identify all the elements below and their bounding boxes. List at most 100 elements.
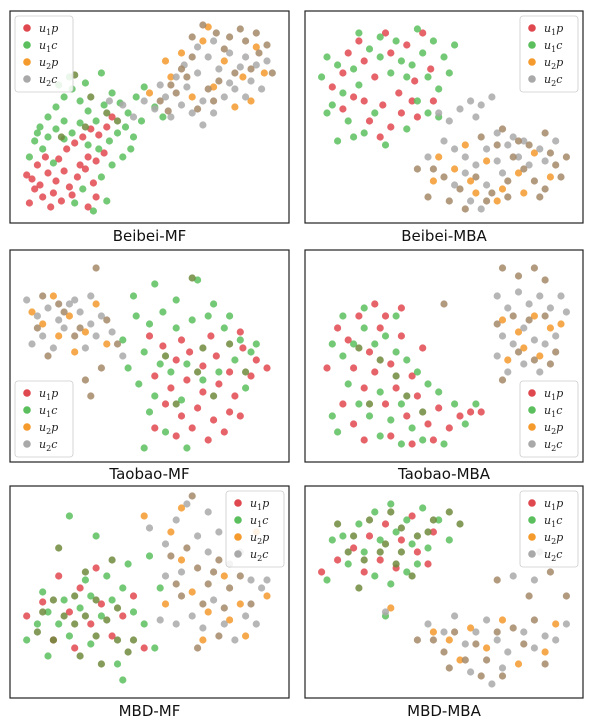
point-series-4 xyxy=(483,197,491,205)
point-u1c xyxy=(44,113,52,121)
point-u2c xyxy=(204,53,212,61)
point-u1c xyxy=(204,312,212,320)
point-u1c xyxy=(103,572,111,580)
point-u1p xyxy=(424,560,432,568)
point-u1c xyxy=(113,129,122,137)
point-series-5 xyxy=(55,544,63,552)
point-u2c xyxy=(435,109,443,117)
point-series-4 xyxy=(514,137,523,145)
point-u2p xyxy=(520,344,528,352)
point-u2c xyxy=(509,572,517,580)
point-u1p xyxy=(397,304,405,312)
point-u2c xyxy=(145,524,154,532)
point-series-4 xyxy=(488,189,496,197)
point-u1c xyxy=(36,123,44,131)
point-u1c xyxy=(387,416,395,424)
point-series-4 xyxy=(413,165,421,173)
point-u1c xyxy=(140,444,148,452)
point-u1c xyxy=(55,620,63,628)
point-u1p xyxy=(49,189,58,197)
legend-label: u1p xyxy=(544,22,563,37)
point-series-4 xyxy=(557,173,565,181)
point-u1c xyxy=(108,161,116,169)
point-series-4 xyxy=(97,364,105,372)
point-series-5 xyxy=(381,540,390,548)
legend-label: u1c xyxy=(39,404,57,419)
point-u1c xyxy=(413,25,421,33)
point-u1p xyxy=(167,384,175,392)
point-u1p xyxy=(413,113,421,121)
point-series-4 xyxy=(456,185,464,193)
point-u1p xyxy=(140,644,148,652)
scatter-points xyxy=(23,492,271,684)
point-u2c xyxy=(252,620,260,628)
point-series-4 xyxy=(562,592,571,600)
point-u1p xyxy=(376,133,384,141)
point-u1p xyxy=(360,57,368,65)
legend-marker xyxy=(23,58,31,66)
point-u1p xyxy=(263,364,271,372)
point-u1p xyxy=(371,300,379,308)
point-series-4 xyxy=(461,656,469,664)
point-u2c xyxy=(210,596,218,604)
point-u2c xyxy=(76,308,84,316)
point-u1p xyxy=(89,179,97,187)
point-series-4 xyxy=(520,165,528,173)
point-series-5 xyxy=(456,520,464,528)
point-u1c xyxy=(408,424,416,432)
point-u2c xyxy=(552,636,560,644)
point-u2p xyxy=(177,504,186,512)
point-u1c xyxy=(121,123,130,131)
point-u2p xyxy=(498,316,507,324)
point-u1c xyxy=(403,516,411,524)
point-series-4 xyxy=(461,205,469,213)
point-u2c xyxy=(472,161,480,169)
point-u2c xyxy=(467,668,475,676)
point-u1c xyxy=(371,340,379,348)
point-u2p xyxy=(167,73,175,81)
point-series-5 xyxy=(113,636,122,644)
point-u2c xyxy=(194,43,202,51)
legend-label: u1p xyxy=(544,387,563,402)
legend-label: u2p xyxy=(544,421,563,436)
point-u1p xyxy=(183,376,191,384)
point-u1c xyxy=(371,508,379,516)
point-u1c xyxy=(371,109,379,117)
point-u1c xyxy=(210,300,218,308)
point-series-4 xyxy=(498,376,507,384)
point-u1p xyxy=(350,420,358,428)
point-series-5 xyxy=(92,632,100,640)
point-u1p xyxy=(387,432,395,440)
point-u1p xyxy=(427,65,435,73)
legend-marker xyxy=(528,423,536,431)
point-series-4 xyxy=(263,41,271,49)
point-series-5 xyxy=(113,604,122,612)
point-u1c xyxy=(344,380,352,388)
point-u2c xyxy=(119,352,127,360)
point-u1c xyxy=(151,644,159,652)
point-u2c xyxy=(87,292,95,300)
point-u2c xyxy=(498,169,507,177)
point-u2c xyxy=(151,105,159,113)
point-series-5 xyxy=(81,568,89,576)
point-u1c xyxy=(124,109,132,117)
point-u1c xyxy=(408,540,416,548)
point-u2c xyxy=(557,292,565,300)
legend: u1p u1c u2p u2c xyxy=(225,490,285,568)
point-series-5 xyxy=(392,560,400,568)
point-u2c xyxy=(92,332,100,340)
point-u2c xyxy=(483,616,491,624)
point-series-4 xyxy=(493,628,501,636)
point-u1c xyxy=(44,608,52,616)
legend-marker xyxy=(234,550,242,558)
point-series-5 xyxy=(210,392,218,400)
point-u1c xyxy=(435,85,443,93)
point-u1c xyxy=(344,117,352,125)
point-u1c xyxy=(323,53,331,61)
point-series-4 xyxy=(493,576,501,584)
point-u2c xyxy=(220,93,228,101)
point-series-5 xyxy=(188,274,196,282)
legend-label: u1p xyxy=(39,22,58,37)
point-u1c xyxy=(350,340,358,348)
point-u1p xyxy=(172,432,180,440)
